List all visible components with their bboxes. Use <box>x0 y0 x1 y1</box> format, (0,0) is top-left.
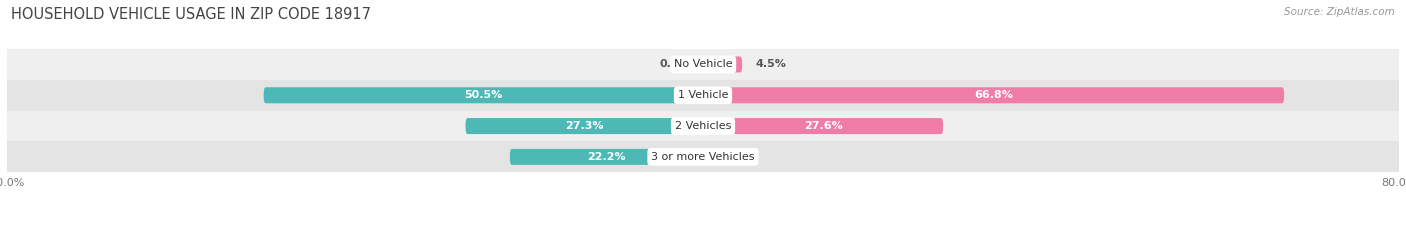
Text: 22.2%: 22.2% <box>588 152 626 162</box>
FancyBboxPatch shape <box>703 56 742 72</box>
Text: 66.8%: 66.8% <box>974 90 1012 100</box>
Bar <box>7 80 1399 111</box>
Text: 2 Vehicles: 2 Vehicles <box>675 121 731 131</box>
Bar <box>7 49 1399 80</box>
Bar <box>7 111 1399 141</box>
Bar <box>7 141 1399 172</box>
Text: No Vehicle: No Vehicle <box>673 59 733 69</box>
FancyBboxPatch shape <box>465 118 703 134</box>
Text: 27.3%: 27.3% <box>565 121 603 131</box>
FancyBboxPatch shape <box>510 149 703 165</box>
Text: 3 or more Vehicles: 3 or more Vehicles <box>651 152 755 162</box>
Text: 1 Vehicle: 1 Vehicle <box>678 90 728 100</box>
Text: 0.0%: 0.0% <box>659 59 690 69</box>
Text: HOUSEHOLD VEHICLE USAGE IN ZIP CODE 18917: HOUSEHOLD VEHICLE USAGE IN ZIP CODE 1891… <box>11 7 371 22</box>
FancyBboxPatch shape <box>703 149 713 165</box>
FancyBboxPatch shape <box>703 118 943 134</box>
Text: Source: ZipAtlas.com: Source: ZipAtlas.com <box>1284 7 1395 17</box>
Text: 1.1%: 1.1% <box>725 152 756 162</box>
Text: 50.5%: 50.5% <box>464 90 502 100</box>
Text: 4.5%: 4.5% <box>755 59 786 69</box>
FancyBboxPatch shape <box>264 87 703 103</box>
Text: 27.6%: 27.6% <box>804 121 842 131</box>
FancyBboxPatch shape <box>703 87 1284 103</box>
